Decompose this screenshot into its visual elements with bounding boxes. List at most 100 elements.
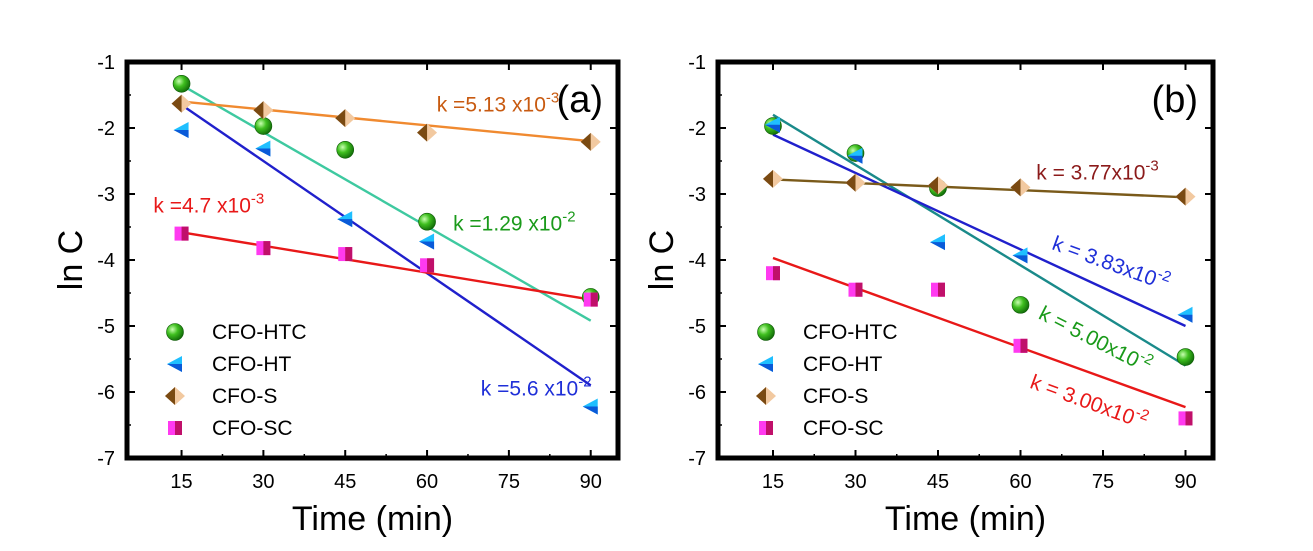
x-axis-label: Time (min) — [885, 500, 1046, 538]
fit-line-cfo-s — [772, 178, 1186, 199]
rate-constant-exponent: -2 — [1155, 266, 1173, 287]
data-point-cfo-s — [1175, 187, 1196, 206]
data-point-cfo-ht — [582, 398, 598, 415]
legend-marker-cfo-htc — [757, 323, 775, 341]
x-axis-label: Time (min) — [292, 500, 453, 538]
y-tick-label: -4 — [97, 250, 115, 272]
x-tick-label: 75 — [498, 471, 520, 493]
y-tick-label: -6 — [688, 382, 706, 404]
x-tick-label: 15 — [762, 471, 784, 493]
legend-marker-cfo-ht — [758, 356, 773, 372]
rate-constant-base: k =5.6 x10 — [481, 377, 578, 400]
rate-constant-exponent: -2 — [1133, 404, 1151, 425]
legend-label-cfo-ht: CFO-HT — [212, 353, 291, 376]
data-point-cfo-htc — [1011, 296, 1030, 314]
data-point-cfo-sc — [338, 247, 353, 262]
data-point-cfo-sc — [931, 282, 945, 297]
data-point-cfo-htc — [336, 140, 355, 159]
x-tick-label: 45 — [334, 471, 356, 493]
rate-constant-base: k = 3.77x10 — [1036, 161, 1145, 184]
data-point-cfo-ht — [765, 116, 780, 133]
rate-constant-base: k =5.13 x10 — [437, 94, 546, 117]
legend-label-cfo-htc: CFO-HTC — [803, 321, 897, 344]
y-tick-label: -5 — [97, 316, 115, 338]
legend-label-cfo-sc: CFO-SC — [212, 417, 293, 440]
fit-line-cfo-htc — [772, 113, 1187, 367]
data-point-cfo-s — [845, 173, 866, 192]
y-tick-label: -5 — [688, 316, 706, 338]
rate-constant-cfo-s: k =5.13 x10-3 — [437, 90, 560, 117]
rate-constant-exponent: -3 — [251, 190, 264, 207]
data-point-cfo-htc — [172, 74, 191, 93]
data-point-cfo-sc — [583, 292, 598, 307]
panel-label: (b) — [1152, 79, 1198, 121]
y-tick-label: -2 — [688, 118, 706, 140]
y-tick-label: -7 — [97, 448, 115, 470]
rate-constant-exponent: -3 — [546, 90, 559, 107]
data-point-cfo-s — [763, 169, 783, 188]
fit-line-cfo-htc — [180, 84, 592, 322]
data-point-cfo-ht — [255, 140, 271, 157]
legend-label-cfo-s: CFO-S — [212, 385, 277, 408]
data-point-cfo-sc — [256, 241, 271, 256]
legend-label-cfo-s: CFO-S — [803, 385, 868, 408]
rate-constant-base: k =4.7 x10 — [153, 194, 250, 217]
y-tick-label: -3 — [97, 184, 115, 206]
rate-constant-exponent: -3 — [1145, 157, 1158, 174]
fit-line-cfo-ht — [180, 103, 592, 387]
legend-marker-cfo-htc — [166, 323, 184, 341]
x-tick-label: 60 — [1009, 471, 1031, 493]
legend-marker-cfo-sc — [759, 421, 773, 435]
rate-constant-cfo-sc: k = 3.00x10-2 — [1027, 367, 1151, 434]
y-tick-label: -1 — [97, 52, 115, 74]
legend-marker-cfo-s — [756, 387, 776, 405]
fit-line-cfo-s — [181, 100, 591, 143]
fit-line-cfo-sc — [772, 256, 1186, 409]
data-point-cfo-ht — [1177, 306, 1193, 323]
legend-marker-cfo-ht — [167, 356, 182, 372]
legend-label-cfo-ht: CFO-HT — [803, 353, 882, 376]
rate-constant-cfo-htc: k =1.29 x10-2 — [453, 208, 576, 235]
x-tick-label: 60 — [416, 471, 438, 493]
rate-constant-cfo-ht: k =5.6 x10-2 — [481, 373, 592, 400]
data-point-cfo-ht — [337, 211, 353, 228]
data-point-cfo-htc — [418, 212, 436, 231]
data-point-cfo-sc — [174, 226, 189, 241]
rate-constant-exponent: -2 — [562, 208, 575, 225]
data-point-cfo-s — [1010, 178, 1031, 197]
data-point-cfo-sc — [1178, 411, 1193, 426]
data-point-cfo-s — [580, 132, 601, 151]
x-tick-label: 45 — [927, 471, 949, 493]
data-point-cfo-htc — [1176, 348, 1195, 366]
data-point-cfo-s — [928, 176, 948, 195]
rate-constant-base: k = 3.00x10 — [1027, 371, 1137, 430]
legend-marker-cfo-sc — [168, 421, 182, 435]
data-point-cfo-sc — [1013, 338, 1028, 353]
rate-constant-base: k = 5.00x10 — [1035, 302, 1143, 372]
rate-constant-cfo-sc: k =4.7 x10-3 — [153, 190, 264, 217]
data-point-cfo-ht — [1012, 247, 1028, 264]
rate-constant-cfo-ht: k = 3.83x10-2 — [1049, 228, 1173, 295]
chart-panel-b: 15 30 45 60 75 90 -1 -2 -3 -4 -5 -6 -7 Time (min) ln C… — [643, 52, 1216, 538]
legend-label-cfo-htc: CFO-HTC — [212, 321, 306, 344]
x-tick-label: 90 — [1174, 471, 1196, 493]
rate-constant-base: k =1.29 x10 — [453, 212, 562, 235]
rate-constant-base: k = 3.83x10 — [1049, 232, 1159, 291]
y-tick-label: -4 — [688, 250, 706, 272]
y-tick-label: -1 — [688, 52, 706, 74]
plot-frame — [715, 59, 1216, 461]
x-tick-label: 15 — [170, 471, 192, 493]
y-tick-label: -6 — [97, 382, 115, 404]
data-point-cfo-sc — [420, 258, 435, 273]
panel-label: (a) — [557, 79, 603, 121]
y-axis-label: ln C — [52, 230, 90, 290]
x-tick-label: 90 — [580, 471, 602, 493]
x-tick-label: 75 — [1092, 471, 1114, 493]
legend-marker-cfo-s — [165, 387, 185, 405]
legend-label-cfo-sc: CFO-SC — [803, 417, 884, 440]
y-tick-label: -3 — [688, 184, 706, 206]
data-point-cfo-sc — [848, 282, 863, 297]
rate-constant-exponent: -2 — [578, 373, 591, 390]
data-point-cfo-ht — [419, 233, 435, 250]
